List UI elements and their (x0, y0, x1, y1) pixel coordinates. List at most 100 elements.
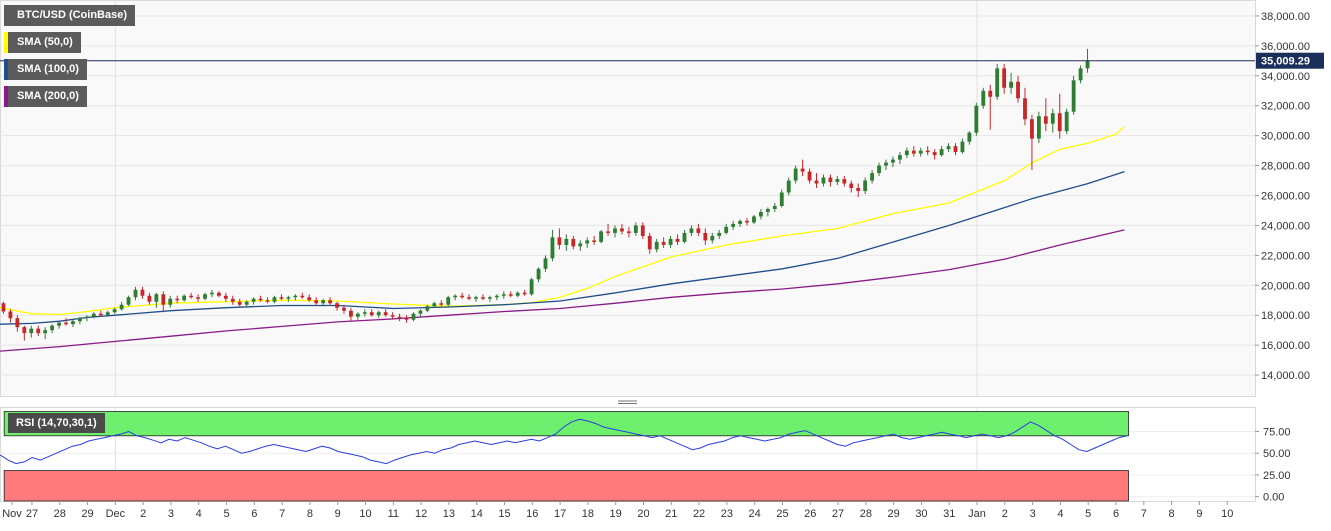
candle-body (585, 240, 590, 244)
price-tick-label: 28,000.00 (1261, 161, 1310, 173)
legend-sma-50-label: SMA (50,0) (17, 36, 73, 48)
time-tick-label: 2 (140, 508, 146, 520)
candle-body (578, 243, 583, 247)
candle-down (606, 223, 610, 236)
candle-down (64, 318, 68, 326)
candle-body (1002, 68, 1007, 88)
candle-body (154, 294, 159, 302)
candle-up (738, 219, 742, 227)
candle-body (800, 168, 805, 172)
candle-up (654, 238, 659, 253)
candle-body (307, 297, 312, 301)
candle-body (1009, 81, 1013, 88)
legend-sma-50[interactable]: SMA (50,0) (4, 32, 81, 53)
candle-body (793, 168, 798, 181)
price-pane[interactable] (0, 0, 1256, 397)
candle-up (1071, 75, 1076, 115)
candle-body (140, 289, 145, 296)
candle-down (675, 234, 680, 245)
candle-up (133, 286, 138, 301)
candle-up (272, 295, 277, 304)
time-tick-label: 26 (804, 508, 816, 520)
candle-body (870, 173, 875, 181)
candle-down (661, 237, 666, 248)
candle-body (904, 150, 909, 156)
candle-body (807, 171, 812, 181)
candle-body (376, 312, 381, 316)
price-axis[interactable]: 38,000.00 36,000.00 34,000.00 32,000.00 30,0… (1255, 11, 1310, 382)
sma-50-swatch (4, 32, 8, 53)
candle-down (932, 149, 937, 160)
candle-body (765, 208, 770, 212)
candle-body (230, 298, 235, 302)
candle-body (501, 294, 506, 296)
candle-up (835, 176, 840, 186)
candle-body (91, 313, 96, 317)
legend-sma-200[interactable]: SMA (200,0) (4, 86, 87, 107)
rsi-axis[interactable]: 75.00 50.00 25.00 0.00 (1255, 426, 1291, 504)
pane-resize-handle[interactable] (618, 400, 637, 404)
candle-body (877, 165, 881, 174)
candle-down (8, 309, 13, 323)
price-tick-label: 34,000.00 (1261, 71, 1310, 83)
candle-body (752, 216, 756, 223)
time-tick-label: 23 (721, 508, 733, 520)
candle-down (237, 298, 242, 308)
candle-up (1064, 108, 1069, 135)
candle-down (147, 292, 152, 305)
price-tick-label: 26,000.00 (1261, 191, 1310, 203)
candle-down (349, 307, 353, 322)
candle-body (939, 149, 944, 156)
candle-up (529, 277, 534, 296)
candle-up (515, 291, 520, 298)
candle-body (1057, 113, 1062, 132)
candle-up (974, 102, 979, 136)
candle-body (515, 292, 520, 296)
legend-sma-100[interactable]: SMA (100,0) (4, 59, 87, 80)
candle-body (84, 316, 89, 319)
candle-up (50, 324, 55, 334)
rsi-tick-label: 50.00 (1263, 448, 1291, 460)
symbol-label[interactable]: BTC/USD (CoinBase) (4, 5, 136, 26)
candle-up (779, 189, 784, 208)
candle-down (404, 315, 409, 323)
candle-up (154, 292, 159, 308)
candle-body (633, 225, 638, 233)
candle-down (1023, 87, 1027, 126)
time-tick-label: 8 (307, 508, 313, 520)
candle-up (995, 63, 1000, 100)
candle-up (487, 295, 492, 302)
time-tick-label: 16 (526, 508, 538, 520)
candle-body (57, 322, 61, 326)
rsi-zones (3, 411, 1129, 502)
candle-down (390, 312, 395, 320)
candle-up (786, 177, 791, 196)
candle-body (863, 180, 868, 192)
candle-down (911, 146, 916, 157)
candle-body (404, 318, 409, 320)
candle-up (91, 312, 96, 319)
candle-body (411, 313, 416, 320)
time-tick-label: 18 (582, 508, 594, 520)
price-tick-label: 18,000.00 (1261, 310, 1310, 322)
candle-body (126, 297, 131, 305)
time-tick-label: 20 (637, 508, 649, 520)
candle-up (78, 316, 82, 325)
candle-down (626, 226, 631, 238)
time-axis[interactable]: Nov 27 28 29 Dec 2 3 4 5 6 7 8 9 10 11 12 13 14 15 16 17 18 19… (2, 501, 1233, 520)
candle-body (557, 237, 562, 245)
candle-body (494, 295, 499, 298)
candle-body (439, 303, 444, 305)
rsi-label[interactable]: RSI (14,70,30,1) (8, 413, 105, 433)
time-tick-label: 9 (335, 508, 341, 520)
candle-body (189, 295, 194, 298)
candle-up (613, 225, 617, 238)
candle-down (15, 315, 20, 332)
candle-body (543, 258, 548, 269)
candle-up (362, 309, 367, 317)
time-tick-label: 3 (1030, 508, 1036, 520)
candle-body (654, 241, 659, 250)
candle-body (814, 180, 819, 184)
